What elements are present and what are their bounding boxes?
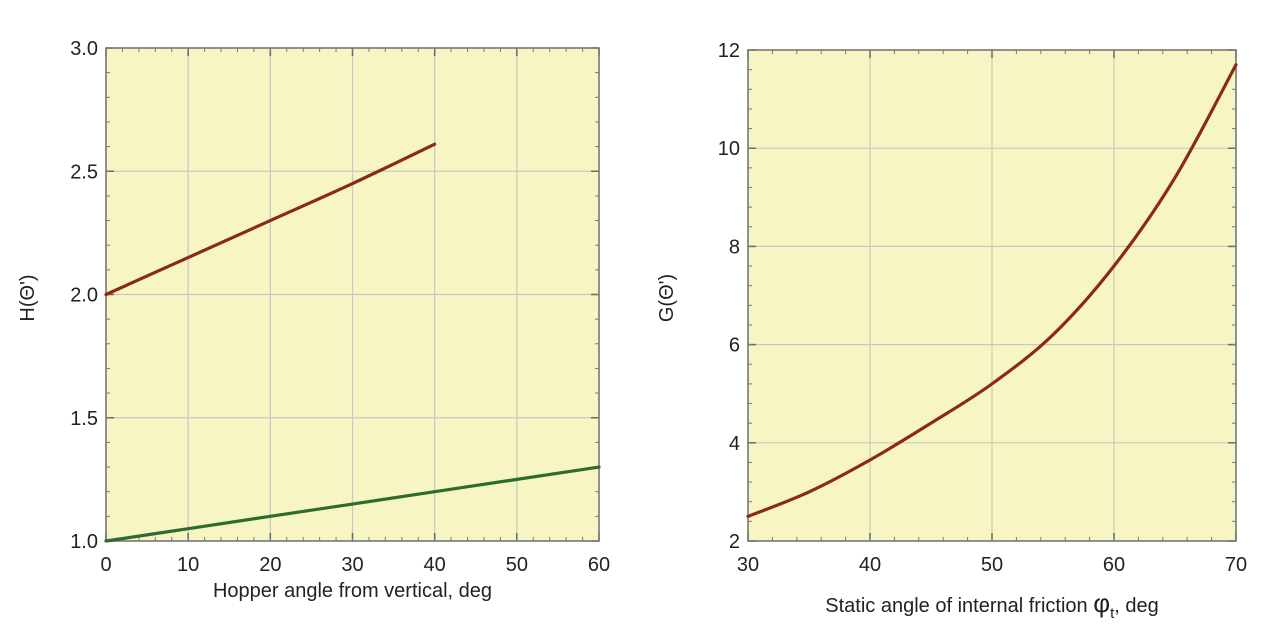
- x-tick-label: 20: [259, 554, 281, 576]
- series-line-1: [746, 63, 1238, 519]
- series-line-2: [104, 465, 601, 543]
- x-tick-label: 40: [859, 554, 881, 576]
- x-axis-label: Static angle of internal friction φt, de…: [825, 588, 1158, 622]
- x-tick-label: 10: [177, 554, 199, 576]
- y-tick-label: 2: [729, 531, 740, 553]
- y-tick-label: 12: [718, 40, 740, 62]
- x-tick-label: 60: [1103, 554, 1125, 576]
- y-tick-label: 6: [729, 335, 740, 357]
- y-tick-label: 10: [718, 138, 740, 160]
- x-tick-label: 0: [100, 554, 111, 576]
- y-axis-label: G(Θ'): [656, 274, 678, 322]
- x-axis-label: Hopper angle from vertical, deg: [213, 580, 492, 602]
- x-tick-label: 30: [737, 554, 759, 576]
- series-line-1: [104, 142, 437, 297]
- y-tick-label: 2.5: [70, 161, 98, 183]
- y-axis-label: H(Θ'): [17, 274, 39, 321]
- x-tick-label: 70: [1225, 554, 1247, 576]
- plot-frame: [747, 49, 1237, 542]
- y-tick-label: 1.0: [70, 531, 98, 553]
- chart-2: 30 40 50 60 70 2 4 6 8 10 12 G(Θ') Static angle of i…: [656, 40, 1247, 622]
- x-tick-label: 40: [424, 554, 446, 576]
- x-tick-label: 30: [341, 554, 363, 576]
- y-tick-label: 2.0: [70, 285, 98, 307]
- x-tick-label: 50: [981, 554, 1003, 576]
- y-tick-label: 4: [729, 433, 740, 455]
- x-tick-label: 50: [506, 554, 528, 576]
- y-tick-label: 1.5: [70, 408, 98, 430]
- x-tick-label: 60: [588, 554, 610, 576]
- y-tick-label: 8: [729, 236, 740, 258]
- y-tick-label: 3.0: [70, 38, 98, 60]
- chart-1: 0 10 20 30 40 50 60 1.0 1.5 2.0 2.5 3.0 H(Θ') Hopper …: [17, 38, 610, 602]
